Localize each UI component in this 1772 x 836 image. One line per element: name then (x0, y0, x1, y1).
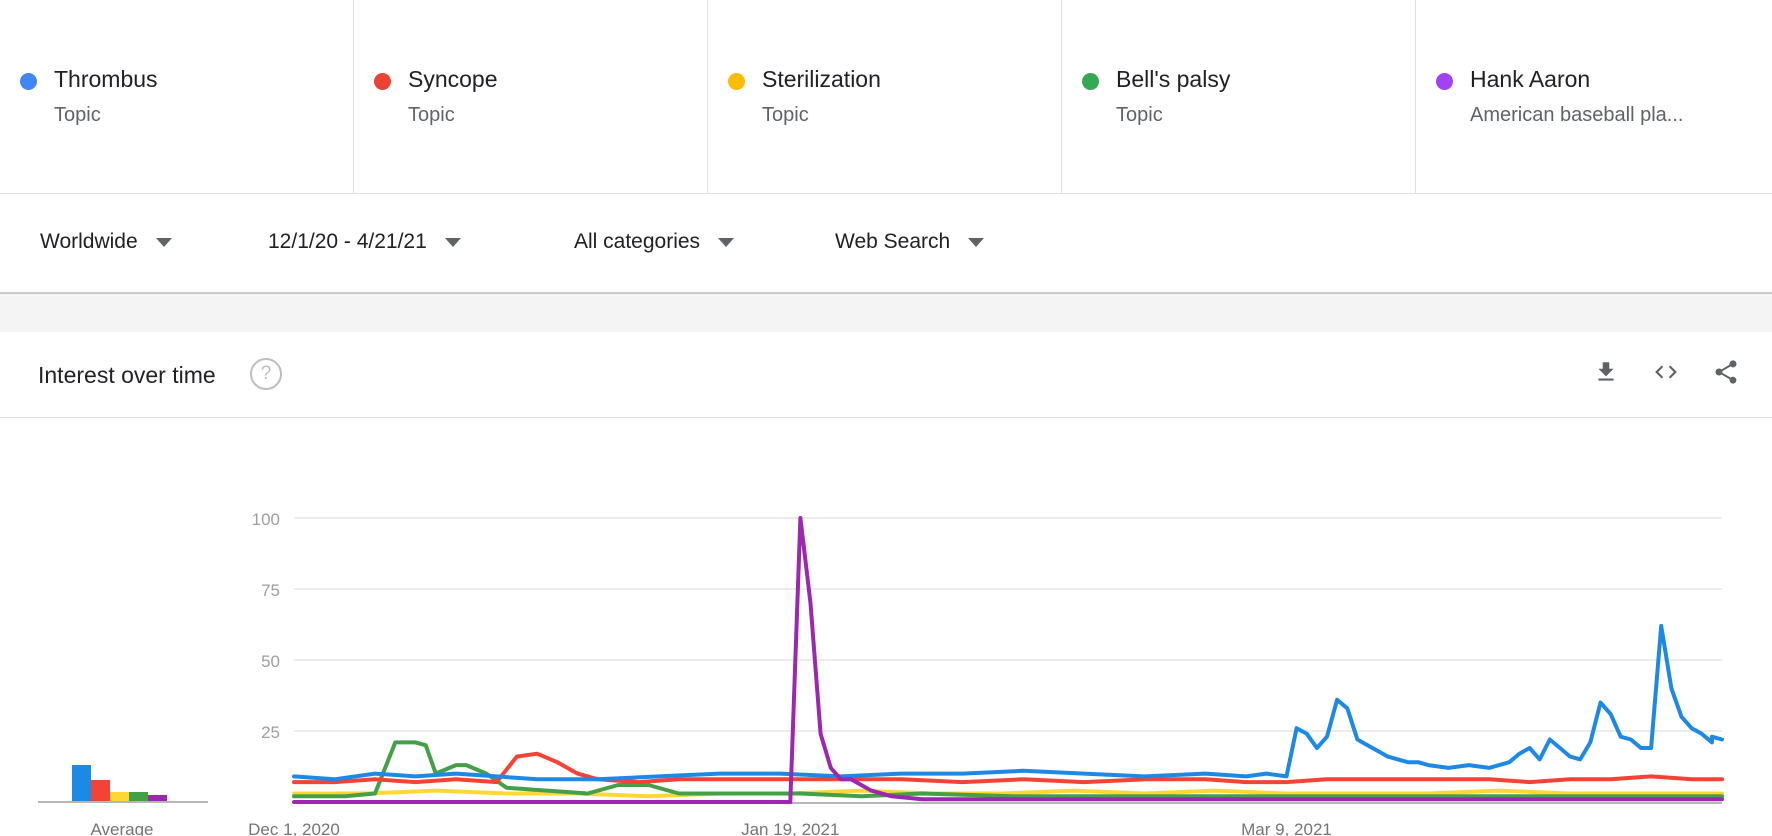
term-name: Sterilization (762, 66, 881, 92)
series-line-sterilization (292, 788, 1724, 799)
term-name: Thrombus (54, 66, 158, 92)
series-color-dot (20, 73, 37, 90)
average-label: Average (90, 820, 153, 836)
term-bells-palsy[interactable]: Bell's palsy Topic (1062, 0, 1416, 194)
term-type: Topic (54, 104, 101, 126)
series-color-dot (1082, 73, 1099, 90)
series-line-syncope (292, 751, 1724, 785)
filter-bar: Worldwide 12/1/20 - 4/21/21 All categori… (0, 194, 1772, 294)
search-type-value: Web Search (835, 230, 951, 253)
average-bar-syncope (91, 780, 110, 801)
comparison-terms-bar: Thrombus Topic Syncope Topic Sterilizati… (0, 0, 1772, 194)
interest-over-time-chart: 100 75 50 25 Dec 1, 2020 Jan 19, 2021 Mar 9, 2… (38, 510, 1724, 836)
download-icon[interactable] (1588, 354, 1624, 390)
caret-down-icon (968, 237, 985, 247)
y-tick-label: 75 (261, 581, 280, 600)
average-bar-sterilization (110, 792, 129, 801)
x-tick-label: Dec 1, 2020 (248, 820, 340, 836)
average-bar-hank-aaron (148, 795, 167, 801)
term-name: Syncope (408, 66, 498, 92)
y-tick-label: 50 (261, 652, 280, 671)
term-type: Topic (408, 104, 455, 126)
series-line-bell-s-palsy (292, 740, 1724, 799)
category-dropdown[interactable]: All categories (574, 230, 735, 254)
term-thrombus[interactable]: Thrombus Topic (0, 0, 354, 194)
series-color-dot (728, 73, 745, 90)
series-color-dot (374, 73, 391, 90)
term-name: Bell's palsy (1116, 66, 1231, 92)
term-syncope[interactable]: Syncope Topic (354, 0, 708, 194)
date-range-dropdown[interactable]: 12/1/20 - 4/21/21 (268, 230, 461, 254)
term-type: Topic (1116, 104, 1163, 126)
term-hank-aaron[interactable]: Hank Aaron American baseball pla... (1416, 0, 1772, 194)
average-bar-thrombus (72, 765, 91, 801)
region-value: Worldwide (40, 230, 138, 253)
category-value: All categories (574, 230, 701, 253)
y-tick-label: 100 (252, 510, 280, 529)
caret-down-icon (444, 237, 461, 247)
caret-down-icon (155, 237, 172, 247)
term-type: Topic (762, 104, 809, 126)
date-range-value: 12/1/20 - 4/21/21 (268, 230, 427, 253)
series-line-thrombus (292, 623, 1724, 782)
x-tick-label: Jan 19, 2021 (741, 820, 839, 836)
interest-over-time-header: Interest over time ? (0, 332, 1772, 418)
y-tick-label: 25 (261, 723, 280, 742)
term-sterilization[interactable]: Sterilization Topic (708, 0, 1062, 194)
caret-down-icon (718, 237, 735, 247)
series-color-dot (1436, 73, 1453, 90)
panel-title: Interest over time (38, 362, 216, 388)
average-bar-bell-s-palsy (129, 792, 148, 801)
question-mark-circle-icon[interactable]: ? (250, 358, 282, 390)
search-type-dropdown[interactable]: Web Search (835, 230, 985, 254)
term-type: American baseball pla... (1470, 104, 1684, 126)
embed-code-icon[interactable] (1648, 354, 1684, 390)
section-separator (0, 294, 1772, 332)
series-line-hank-aaron (292, 516, 1724, 804)
share-icon[interactable] (1708, 354, 1744, 390)
term-name: Hank Aaron (1470, 66, 1591, 92)
region-dropdown[interactable]: Worldwide (40, 230, 172, 254)
x-tick-label: Mar 9, 2021 (1241, 820, 1332, 836)
